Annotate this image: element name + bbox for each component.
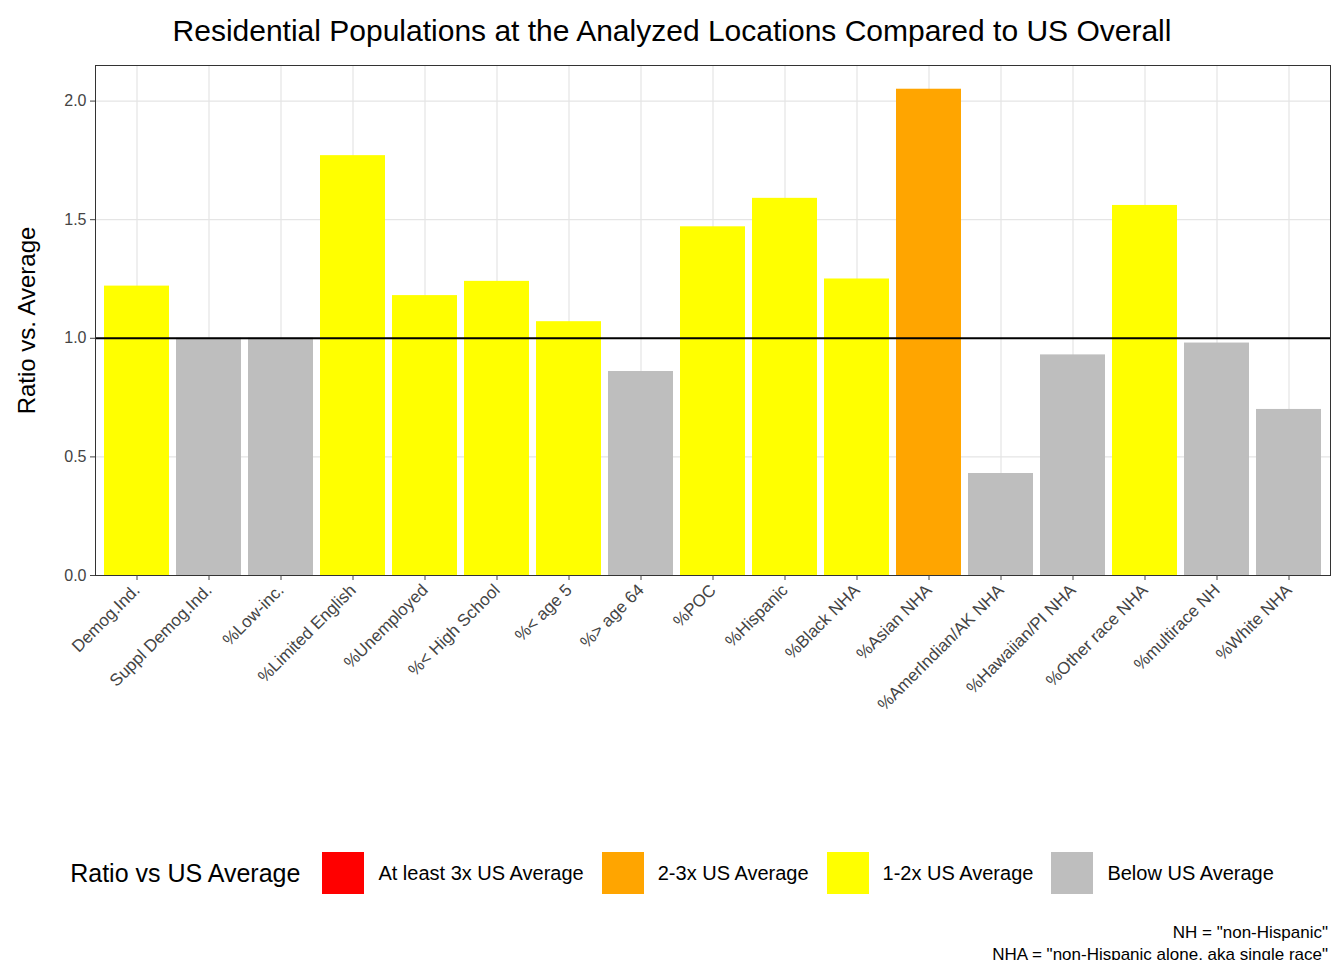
svg-text:1.0: 1.0 — [64, 329, 86, 346]
html-text:Ratio vs US Average: Ratio vs US Average — [70, 858, 301, 887]
svg-text:Ratio vs. Average: Ratio vs. Average — [13, 227, 40, 415]
svg-text:%Hispanic: %Hispanic — [721, 580, 792, 651]
svg-text:%multirace NH: %multirace NH — [1130, 581, 1224, 675]
svg-text:2.0: 2.0 — [64, 92, 86, 109]
svg-text:%POC: %POC — [669, 581, 719, 631]
svg-text:%AmerIndian/AK NHA: %AmerIndian/AK NHA — [874, 580, 1008, 714]
svg-text:%Hawaiian/PI NHA: %Hawaiian/PI NHA — [962, 580, 1080, 698]
svg-text:%Unemployed: %Unemployed — [340, 580, 432, 673]
svg-text:%Other race NHA: %Other race NHA — [1042, 580, 1152, 690]
svg-text:%< High School: %< High School — [404, 581, 503, 680]
svg-text:%< age 5: %< age 5 — [511, 581, 576, 646]
svg-text:%Asian NHA: %Asian NHA — [852, 580, 936, 664]
svg-text:%Limited English: %Limited English — [254, 581, 360, 687]
svg-text:0.0: 0.0 — [64, 567, 86, 584]
svg-text:Demog.Ind.: Demog.Ind. — [68, 581, 144, 657]
svg-text:Suppl Demog.Ind.: Suppl Demog.Ind. — [106, 581, 216, 691]
html-text:2-3x US Average: 2-3x US Average — [657, 861, 809, 884]
svg-text:0.5: 0.5 — [64, 448, 86, 465]
svg-text:%Low-inc.: %Low-inc. — [219, 581, 288, 650]
svg-text:1.5: 1.5 — [64, 211, 86, 228]
svg-text:%Black NHA: %Black NHA — [781, 580, 864, 663]
html-text:NH = "non-Hispanic": NH = "non-Hispanic" — [1172, 923, 1328, 942]
svg-text:%White NHA: %White NHA — [1212, 580, 1296, 664]
html-text:1-2x US Average: 1-2x US Average — [882, 861, 1034, 884]
svg-text:%> age 64: %> age 64 — [576, 581, 647, 652]
html-text:Below US Average: Below US Average — [1107, 861, 1274, 884]
html-text:Residential Populations at the: Residential Populations at the Analyzed … — [172, 14, 1172, 47]
html-text:At least 3x US Average: At least 3x US Average — [378, 861, 584, 884]
